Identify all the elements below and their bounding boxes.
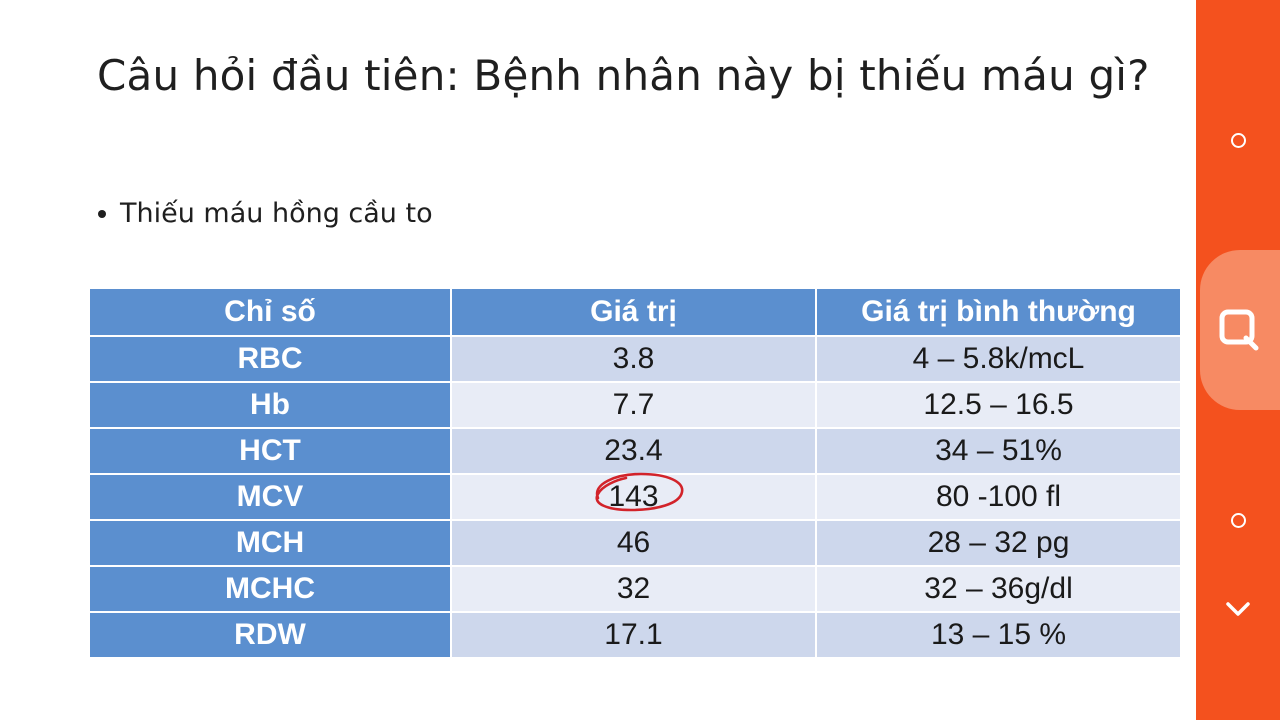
circle-icon xyxy=(1230,512,1246,528)
row-key: RDW xyxy=(88,611,452,659)
table-row: MCHC 32 32 – 36g/dl xyxy=(88,565,1182,613)
row-normal: 13 – 15 % xyxy=(815,611,1182,659)
slide-canvas: Câu hỏi đầu tiên: Bệnh nhân này bị thiếu… xyxy=(88,51,1182,659)
row-normal: 12.5 – 16.5 xyxy=(815,381,1182,429)
bullet-text: Thiếu máu hồng cầu to xyxy=(120,198,433,229)
row-normal: 4 – 5.8k/mcL xyxy=(815,335,1182,383)
row-value: 143 xyxy=(450,472,817,521)
collapse-toolbar-button[interactable] xyxy=(1196,586,1280,632)
row-value: 17.1 xyxy=(450,611,817,659)
row-normal: 32 – 36g/dl xyxy=(815,565,1182,613)
table-row: HCT 23.4 34 – 51% xyxy=(88,427,1182,475)
mcv-value-text: 143 xyxy=(608,480,659,513)
header-cell: Giá trị bình thường xyxy=(815,287,1182,337)
table-row: Hb 7.7 12.5 – 16.5 xyxy=(88,381,1182,429)
header-cell: Chỉ số xyxy=(88,287,452,337)
row-key: MCV xyxy=(88,473,452,521)
row-key: MCH xyxy=(88,519,452,567)
row-value: 7.7 xyxy=(450,381,817,429)
row-normal: 28 – 32 pg xyxy=(815,519,1182,567)
row-value: 32 xyxy=(450,565,817,613)
row-key: HCT xyxy=(88,427,452,475)
row-normal: 80 -100 fl xyxy=(815,473,1182,521)
row-key: MCHC xyxy=(88,565,452,613)
row-value: 46 xyxy=(450,519,817,567)
row-key: Hb xyxy=(88,381,452,429)
search-button[interactable] xyxy=(1200,250,1280,410)
row-value: 3.8 xyxy=(450,335,817,383)
circled-value: 143 xyxy=(595,472,684,514)
bullet-dot-icon xyxy=(98,210,106,218)
header-cell: Giá trị xyxy=(450,287,817,337)
toolbar-circle-button-bottom[interactable] xyxy=(1196,498,1280,542)
row-normal: 34 – 51% xyxy=(815,427,1182,475)
table-row: RBC 3.8 4 – 5.8k/mcL xyxy=(88,335,1182,383)
slide-title: Câu hỏi đầu tiên: Bệnh nhân này bị thiếu… xyxy=(97,51,1150,100)
table-row: RDW 17.1 13 – 15 % xyxy=(88,611,1182,659)
row-value: 23.4 xyxy=(450,427,817,475)
row-key: RBC xyxy=(88,335,452,383)
table-row: MCH 46 28 – 32 pg xyxy=(88,519,1182,567)
search-icon xyxy=(1219,309,1259,351)
circle-icon xyxy=(1230,132,1246,148)
toolbar-circle-button-top[interactable] xyxy=(1196,118,1280,162)
table-row: MCV 143 80 -100 fl xyxy=(88,472,1182,521)
lab-results-table: Chỉ số Giá trị Giá trị bình thường RBC 3… xyxy=(88,287,1182,659)
chevron-down-icon xyxy=(1226,602,1250,616)
bullet-item: Thiếu máu hồng cầu to xyxy=(98,194,433,234)
table-header-row: Chỉ số Giá trị Giá trị bình thường xyxy=(88,287,1182,337)
